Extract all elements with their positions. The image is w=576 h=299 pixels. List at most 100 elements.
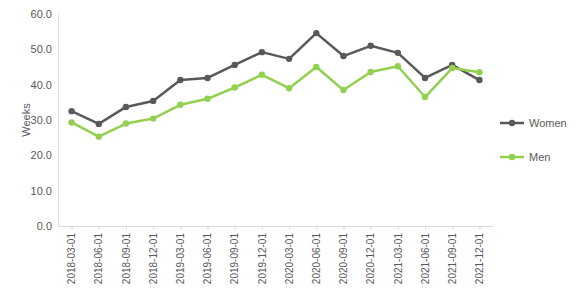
- series-marker: [367, 69, 373, 75]
- series-marker: [232, 62, 238, 68]
- x-tick: 2020-09-01: [338, 226, 349, 284]
- x-tick-label: 2021-12-01: [474, 233, 485, 285]
- series-marker: [395, 63, 401, 69]
- x-tick-label: 2019-12-01: [257, 233, 268, 285]
- y-tick: 50.0: [31, 43, 58, 55]
- series-marker: [340, 87, 346, 93]
- series-marker: [204, 75, 210, 81]
- series-marker: [123, 104, 129, 110]
- y-tick: 0.0: [37, 220, 58, 232]
- y-tick: 10.0: [31, 185, 58, 197]
- y-axis-line: [58, 15, 59, 227]
- x-tick-mark: [235, 226, 236, 230]
- x-tick-label: 2020-09-01: [338, 233, 349, 285]
- x-tick: 2019-09-01: [229, 226, 240, 284]
- series-marker: [177, 77, 183, 83]
- y-tick: 20.0: [31, 149, 58, 161]
- x-tick-label: 2021-03-01: [393, 233, 404, 285]
- x-tick-mark: [289, 226, 290, 230]
- x-tick: 2018-09-01: [121, 226, 132, 284]
- x-tick-mark: [479, 226, 480, 230]
- x-tick: 2021-03-01: [393, 226, 404, 284]
- x-tick: 2021-12-01: [474, 226, 485, 284]
- series-marker: [177, 102, 183, 108]
- x-axis-line: [59, 226, 494, 227]
- x-tick-mark: [180, 226, 181, 230]
- series-line: [72, 33, 480, 124]
- series-marker: [422, 75, 428, 81]
- x-tick-label: 2021-09-01: [447, 233, 458, 285]
- x-tick-mark: [153, 226, 154, 230]
- series-marker: [96, 121, 102, 127]
- legend: Women Men: [500, 117, 567, 163]
- y-tick-label: 0.0: [37, 220, 52, 232]
- x-tick-label: 2018-06-01: [93, 233, 104, 285]
- x-tick-mark: [371, 226, 372, 230]
- y-axis-title: Weeks: [20, 103, 32, 137]
- x-tick-mark: [208, 226, 209, 230]
- x-axis: 2018-03-012018-06-012018-09-012018-12-01…: [59, 226, 494, 284]
- x-tick-mark: [316, 226, 317, 230]
- x-tick-label: 2019-06-01: [202, 233, 213, 285]
- series-marker: [476, 77, 482, 83]
- x-tick: 2018-06-01: [93, 226, 104, 284]
- y-tick: 60.0: [31, 8, 58, 20]
- series-marker: [395, 50, 401, 56]
- x-tick-label: 2019-03-01: [175, 233, 186, 285]
- x-tick-mark: [425, 226, 426, 230]
- x-tick-label: 2018-09-01: [121, 233, 132, 285]
- x-tick: 2019-12-01: [257, 226, 268, 284]
- x-tick-mark: [72, 226, 73, 230]
- legend-label: Women: [529, 117, 567, 129]
- x-tick-mark: [126, 226, 127, 230]
- y-tick-label: 50.0: [31, 43, 52, 55]
- y-axis: 0.0 10.0 20.0 30.0 40.0 50.0 60.0: [31, 8, 59, 232]
- series-marker: [150, 98, 156, 104]
- series-marker: [286, 85, 292, 91]
- legend-marker: [509, 120, 515, 126]
- series-marker: [367, 43, 373, 49]
- legend-marker: [509, 154, 515, 160]
- y-tick-label: 30.0: [31, 114, 52, 126]
- x-tick-label: 2018-03-01: [66, 233, 77, 285]
- series-marker: [313, 30, 319, 36]
- x-tick-mark: [262, 226, 263, 230]
- chart: 0.0 10.0 20.0 30.0 40.0 50.0 60.0 2018-03-01 201…: [0, 0, 576, 299]
- x-tick: 2019-06-01: [202, 226, 213, 284]
- x-tick-label: 2020-12-01: [365, 233, 376, 285]
- series-marker: [150, 115, 156, 121]
- series-line: [72, 66, 480, 136]
- x-tick: 2021-06-01: [420, 226, 431, 284]
- x-tick-label: 2020-06-01: [311, 233, 322, 285]
- y-tick-label: 40.0: [31, 79, 52, 91]
- x-tick: 2018-03-01: [66, 226, 77, 284]
- series-marker: [68, 108, 74, 114]
- x-tick-mark: [398, 226, 399, 230]
- x-tick-label: 2021-06-01: [420, 233, 431, 285]
- series-marker: [476, 69, 482, 75]
- plot-area: [68, 30, 482, 140]
- x-tick-mark: [343, 226, 344, 230]
- y-tick-label: 10.0: [31, 185, 52, 197]
- series-marker: [313, 64, 319, 70]
- x-tick-mark: [99, 226, 100, 230]
- x-tick: 2019-03-01: [175, 226, 186, 284]
- series-marker: [96, 133, 102, 139]
- series-marker: [422, 94, 428, 100]
- series-marker: [204, 96, 210, 102]
- series-marker: [449, 65, 455, 71]
- series-marker: [123, 120, 129, 126]
- x-tick: 2020-03-01: [284, 226, 295, 284]
- series-marker: [286, 56, 292, 62]
- y-tick-label: 60.0: [31, 8, 52, 20]
- y-tick: 30.0: [31, 114, 58, 126]
- series-marker: [232, 84, 238, 90]
- x-tick: 2020-12-01: [365, 226, 376, 284]
- series-marker: [259, 49, 265, 55]
- legend-label: Men: [529, 151, 550, 163]
- series-marker: [340, 53, 346, 59]
- y-tick-label: 20.0: [31, 149, 52, 161]
- series-marker: [68, 119, 74, 125]
- x-tick: 2020-06-01: [311, 226, 322, 284]
- x-tick-label: 2019-09-01: [229, 233, 240, 285]
